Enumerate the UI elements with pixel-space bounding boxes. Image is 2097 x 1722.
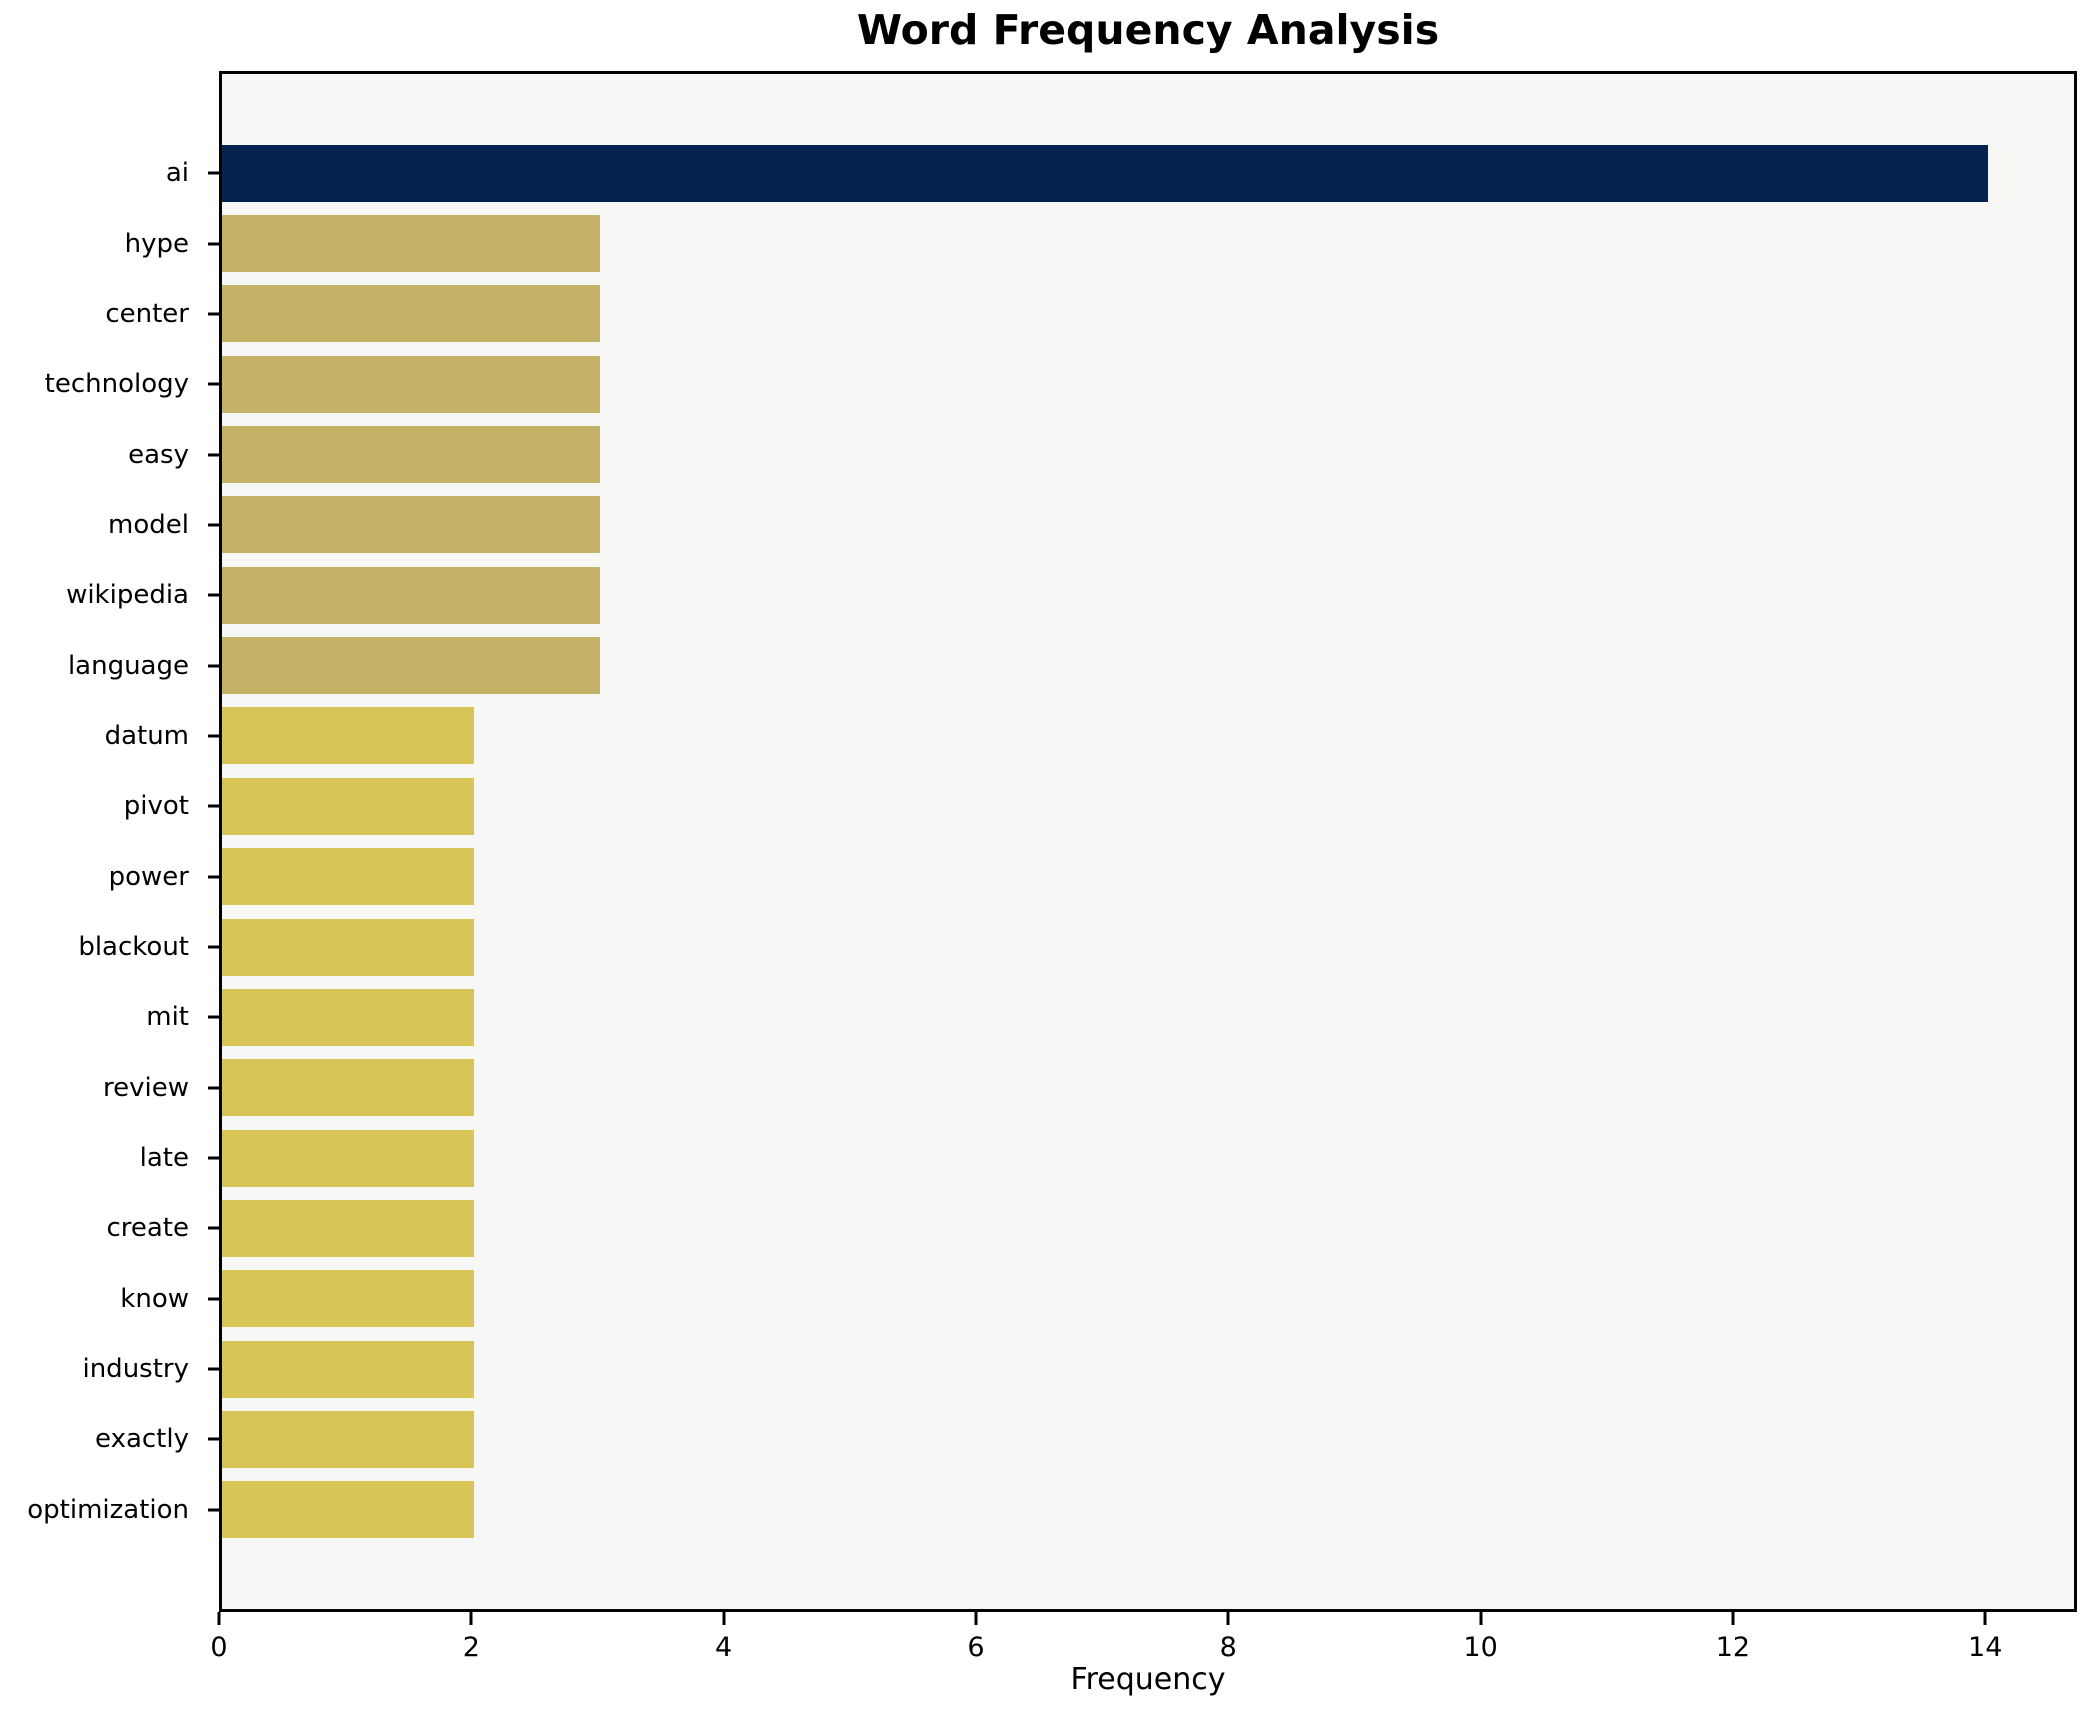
bar-easy — [222, 426, 601, 484]
x-tick-mark — [217, 1612, 221, 1625]
y-tick-label-industry: industry — [82, 1354, 189, 1385]
bar-industry — [222, 1340, 475, 1398]
bar-blackout — [222, 918, 475, 976]
x-axis: 0 2 4 6 8 10 12 14 — [210, 1612, 2077, 1722]
x-tick-label-12: 12 — [1715, 1632, 1751, 1663]
y-tick-label-technology: technology — [44, 369, 189, 400]
bar-optimization — [222, 1481, 475, 1539]
y-tick-mark — [208, 804, 219, 808]
y-tick-label-blackout: blackout — [78, 932, 189, 963]
y-tick-mark — [208, 1015, 219, 1019]
x-tick-mark — [1226, 1612, 1230, 1625]
y-tick-mark — [208, 1297, 219, 1301]
x-tick-label-14: 14 — [1968, 1632, 2003, 1663]
bar-power — [222, 848, 475, 906]
y-tick-mark — [208, 312, 219, 316]
x-tick-mark — [974, 1612, 978, 1625]
bar-language — [222, 637, 601, 695]
bar-exactly — [222, 1410, 475, 1468]
y-tick-label-exactly: exactly — [95, 1424, 189, 1455]
bar-center — [222, 285, 601, 343]
bar-model — [222, 496, 601, 554]
bar-review — [222, 1059, 475, 1117]
y-tick-label-datum: datum — [104, 720, 189, 751]
bars-layer — [222, 74, 2074, 1609]
y-tick-mark — [208, 734, 219, 738]
bar-ai — [222, 144, 1989, 202]
x-tick-mark — [469, 1612, 473, 1625]
bar-technology — [222, 355, 601, 413]
y-axis: ai hype center technology easy model wikipedia… — [0, 71, 219, 1612]
x-axis-label: Frequency — [1070, 1662, 1226, 1697]
plot-area — [219, 71, 2077, 1612]
x-tick-mark — [1983, 1612, 1987, 1625]
y-tick-mark — [208, 1508, 219, 1512]
y-tick-mark — [208, 382, 219, 386]
x-tick-mark — [1479, 1612, 1483, 1625]
bar-mit — [222, 988, 475, 1046]
y-tick-mark — [208, 242, 219, 246]
y-tick-mark — [208, 945, 219, 949]
y-tick-label-power: power — [108, 861, 189, 892]
y-tick-mark — [208, 523, 219, 527]
y-tick-label-optimization: optimization — [27, 1494, 189, 1525]
x-tick-label-2: 2 — [462, 1632, 480, 1663]
x-tick-mark — [722, 1612, 726, 1625]
bar-create — [222, 1199, 475, 1257]
y-tick-mark — [208, 1086, 219, 1090]
bar-know — [222, 1270, 475, 1328]
y-tick-label-create: create — [106, 1213, 189, 1244]
y-tick-label-ai: ai — [165, 158, 189, 189]
x-tick-label-8: 8 — [1219, 1632, 1237, 1663]
y-tick-label-language: language — [67, 650, 189, 681]
y-tick-label-mit: mit — [146, 1002, 189, 1033]
y-tick-mark — [208, 593, 219, 597]
bar-pivot — [222, 777, 475, 835]
y-tick-mark — [208, 664, 219, 668]
x-tick-label-0: 0 — [210, 1632, 228, 1663]
bar-wikipedia — [222, 566, 601, 624]
y-tick-mark — [208, 1226, 219, 1230]
y-tick-mark — [208, 1156, 219, 1160]
chart-title: Word Frequency Analysis — [856, 6, 1440, 54]
y-tick-label-pivot: pivot — [123, 791, 189, 822]
y-tick-label-easy: easy — [128, 439, 189, 470]
bar-hype — [222, 215, 601, 273]
y-tick-label-late: late — [139, 1143, 189, 1174]
y-tick-label-review: review — [103, 1072, 189, 1103]
y-tick-mark — [208, 875, 219, 879]
x-tick-label-4: 4 — [715, 1632, 733, 1663]
y-tick-label-wikipedia: wikipedia — [66, 580, 189, 611]
y-tick-label-model: model — [108, 509, 189, 540]
bar-late — [222, 1129, 475, 1187]
y-tick-label-know: know — [120, 1283, 189, 1314]
y-tick-mark — [208, 1437, 219, 1441]
x-tick-label-10: 10 — [1463, 1632, 1498, 1663]
y-tick-mark — [208, 171, 219, 175]
bar-datum — [222, 707, 475, 765]
y-tick-label-hype: hype — [124, 228, 189, 259]
y-tick-mark — [208, 1367, 219, 1371]
y-tick-label-center: center — [105, 298, 189, 329]
x-tick-label-6: 6 — [967, 1632, 985, 1663]
y-tick-mark — [208, 453, 219, 457]
x-tick-mark — [1731, 1612, 1735, 1625]
